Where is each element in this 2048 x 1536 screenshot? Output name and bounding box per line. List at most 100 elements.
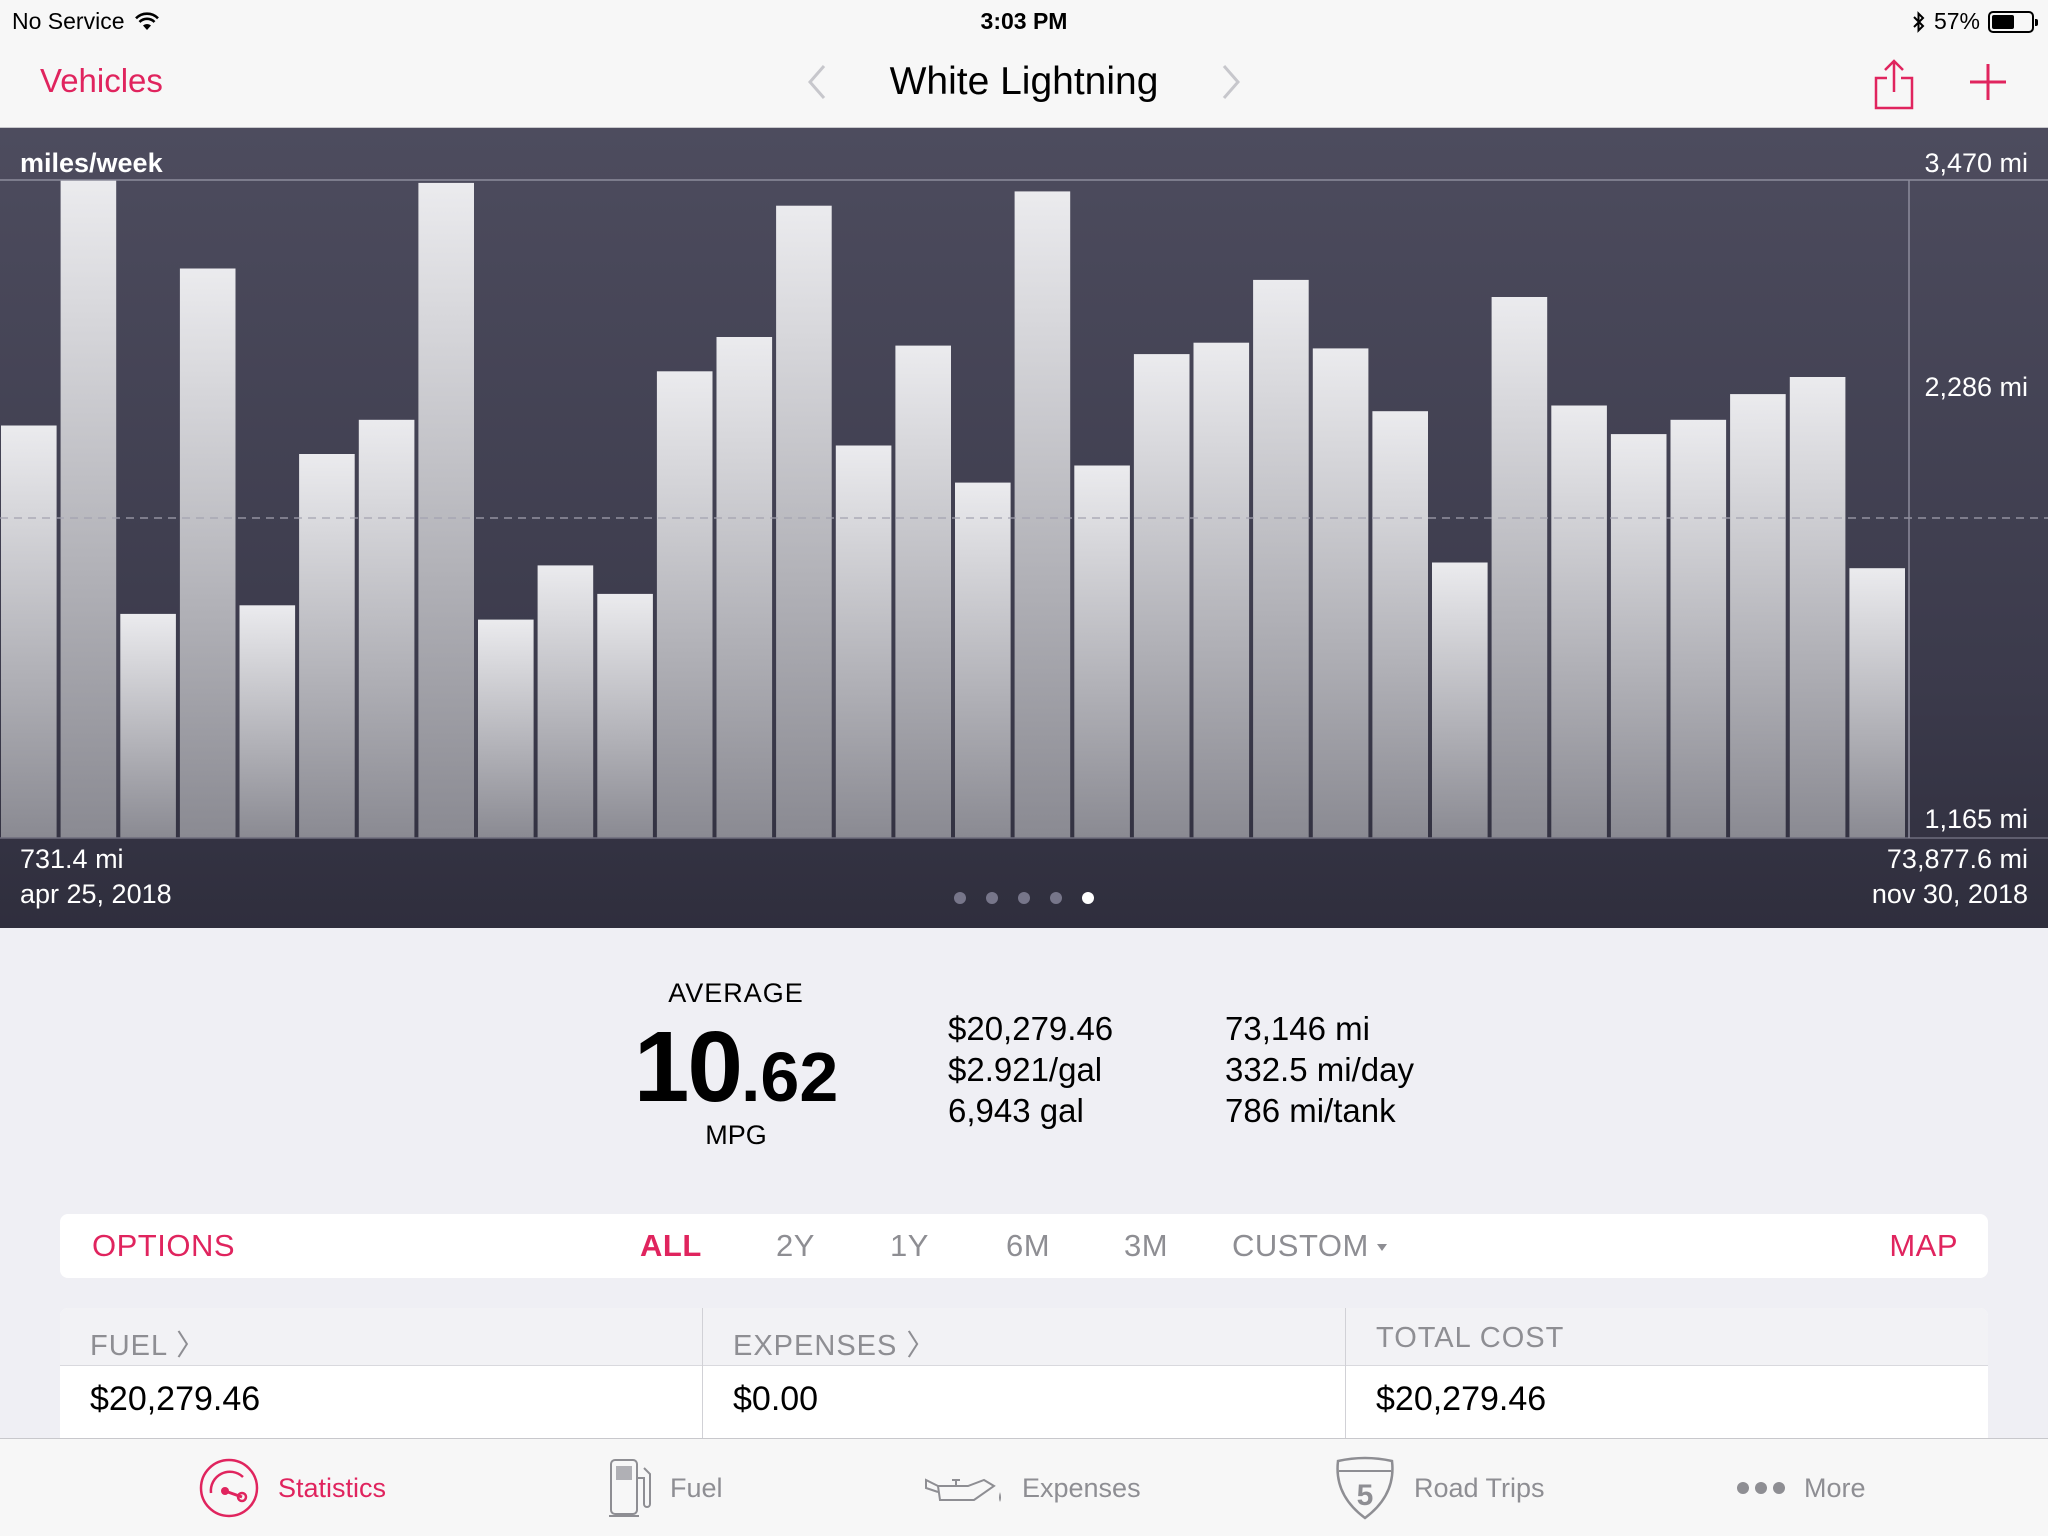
chart-bar (1610, 434, 1667, 838)
chart-bar (1849, 568, 1905, 838)
page-dot[interactable] (1082, 892, 1094, 904)
tab-expenses[interactable]: Expenses (924, 1455, 1141, 1521)
road-trips-badge: 5 (1357, 1479, 1374, 1512)
tab-more-label: More (1804, 1472, 1866, 1503)
chart-end-value: 73,877.6 mi (1886, 844, 2028, 874)
tab-fuel[interactable]: Fuel (608, 1455, 723, 1521)
tab-expenses-label: Expenses (1022, 1472, 1141, 1503)
chart-bar (597, 593, 653, 838)
chart-bar (1551, 405, 1607, 838)
chart-bar (835, 445, 892, 838)
miles-per-week-chart[interactable]: miles/week 3,470 mi 2,286 mi 1,165 mi 73… (0, 128, 2048, 928)
total-cost-value: $20,279.46 (1376, 1380, 1547, 1418)
chart-bar (239, 605, 296, 838)
chart-bar (1133, 354, 1190, 838)
miles-per-day: 332.5 mi/day (1225, 1051, 1414, 1088)
chart-bar (358, 419, 415, 838)
page-dot[interactable] (1050, 892, 1062, 904)
next-vehicle-chevron-icon[interactable] (1212, 62, 1248, 102)
chart-bar (656, 371, 713, 838)
interstate-shield-icon: 5 (1336, 1456, 1394, 1520)
vehicles-back-button[interactable]: Vehicles (40, 62, 163, 99)
options-button[interactable]: OPTIONS (92, 1228, 236, 1263)
chart-min-label: 1,165 mi (1924, 804, 2028, 834)
chart-bar (1074, 465, 1130, 838)
chart-bar (537, 565, 594, 838)
distance-stats: 73,146 mi 332.5 mi/day 786 mi/tank (1225, 1008, 1414, 1131)
chart-bar (716, 337, 773, 838)
navigation-bar: Vehicles White Lightning (0, 40, 2048, 128)
speedometer-icon (199, 1458, 259, 1518)
chart-page-indicator[interactable] (0, 892, 2048, 904)
chart-bar (1730, 394, 1786, 838)
add-icon[interactable] (1968, 62, 2008, 102)
fuel-total-value: $20,279.46 (90, 1380, 261, 1418)
chart-bar (120, 613, 176, 838)
tab-road-trips-label: Road Trips (1414, 1472, 1545, 1503)
chart-unit-label: miles/week (20, 148, 163, 178)
chart-bar (895, 345, 951, 838)
average-integer: 10 (633, 1011, 743, 1123)
bar-chart[interactable] (0, 128, 2048, 928)
page-dot[interactable] (986, 892, 998, 904)
page-dot[interactable] (1018, 892, 1030, 904)
chart-bar (478, 619, 534, 838)
tab-statistics-label: Statistics (278, 1472, 387, 1503)
chart-bar (776, 205, 832, 838)
page-dot[interactable] (954, 892, 966, 904)
tab-bar: Statistics Fuel Expenses 5 Road Trips (0, 1438, 2048, 1536)
chart-start-value: 731.4 mi (20, 844, 124, 874)
range-2y-tab[interactable]: 2Y (776, 1228, 815, 1263)
tab-road-trips[interactable]: 5 Road Trips (1334, 1455, 1545, 1521)
total-fuel-cost: $20,279.46 (948, 1010, 1114, 1047)
chart-bar (1432, 562, 1488, 838)
map-button[interactable]: MAP (1889, 1228, 1958, 1263)
chart-bar (1, 425, 57, 838)
chart-bar (1491, 297, 1548, 838)
chart-mid-label: 2,286 mi (1924, 372, 2028, 402)
chart-bar (1253, 279, 1309, 838)
range-custom-tab[interactable]: CUSTOM (1232, 1228, 1387, 1264)
cost-stats: $20,279.46 $2.921/gal 6,943 gal (948, 1008, 1113, 1131)
bluetooth-icon (1913, 10, 1925, 33)
average-label: AVERAGE (668, 978, 804, 1008)
range-1y-tab[interactable]: 1Y (890, 1228, 929, 1263)
range-options-bar: OPTIONS ALL 2Y 1Y 6M 3M CUSTOM MAP (60, 1214, 1988, 1278)
average-value: 10.62 (620, 1015, 852, 1120)
range-6m-tab[interactable]: 6M (1006, 1228, 1051, 1263)
chart-bar (1312, 348, 1369, 838)
battery-icon (1988, 10, 2038, 33)
miles-per-tank: 786 mi/tank (1225, 1092, 1396, 1129)
expenses-header[interactable]: EXPENSES 〉 (703, 1308, 1345, 1366)
chart-bar (60, 180, 117, 838)
chart-start-date: apr 25, 2018 (20, 879, 172, 909)
totals-table: FUEL 〉 $20,279.46 EXPENSES 〉 $0.00 TOTAL… (60, 1308, 1988, 1438)
tab-more[interactable]: More (1736, 1455, 1866, 1521)
average-decimal: .62 (740, 1038, 839, 1116)
total-distance: 73,146 mi (1225, 1010, 1370, 1047)
chart-end-date: nov 30, 2018 (1871, 879, 2028, 909)
custom-label: CUSTOM (1232, 1228, 1369, 1263)
wifi-icon (135, 11, 160, 30)
vehicle-title: White Lightning (889, 60, 1159, 103)
chart-bar (418, 182, 474, 838)
chart-bar (1193, 342, 1250, 838)
chart-bar (1014, 191, 1071, 838)
tab-fuel-label: Fuel (670, 1472, 723, 1503)
total-gallons: 6,943 gal (948, 1092, 1084, 1129)
range-3m-tab[interactable]: 3M (1124, 1228, 1169, 1263)
chart-bar (179, 268, 236, 838)
share-icon[interactable] (1872, 58, 1916, 112)
fuel-header[interactable]: FUEL 〉 (60, 1308, 702, 1366)
chart-bar (1372, 411, 1428, 838)
chart-bar (955, 482, 1011, 838)
expenses-total-cell[interactable]: EXPENSES 〉 $0.00 (703, 1308, 1346, 1438)
tab-statistics[interactable]: Statistics (198, 1455, 386, 1521)
battery-percent: 57% (1933, 8, 1980, 34)
carrier-label: No Service (12, 8, 125, 34)
fuel-total-cell[interactable]: FUEL 〉 $20,279.46 (60, 1308, 703, 1438)
previous-vehicle-chevron-icon[interactable] (800, 62, 836, 102)
range-all-tab[interactable]: ALL (640, 1228, 702, 1263)
oil-can-icon (925, 1478, 1001, 1502)
chart-max-label: 3,470 mi (1924, 148, 2028, 178)
